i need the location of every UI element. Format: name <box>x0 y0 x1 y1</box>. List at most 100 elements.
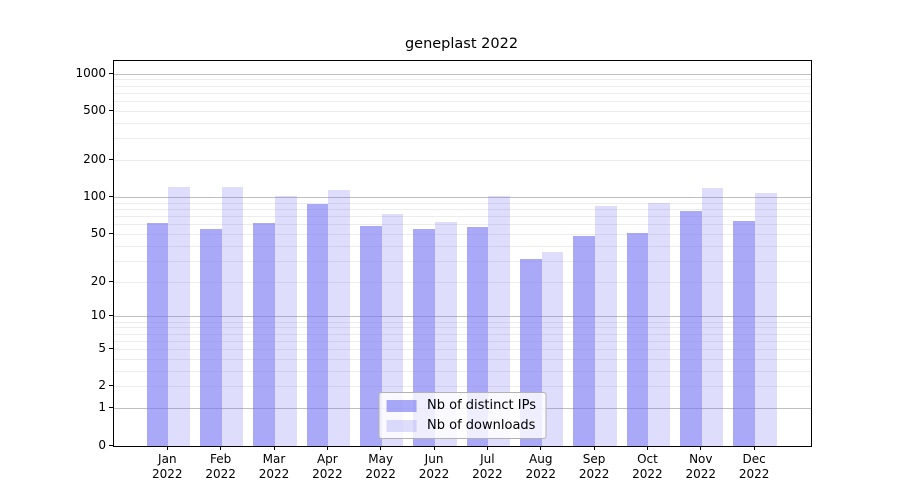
x-tick <box>593 446 595 450</box>
x-tick-year: 2022 <box>365 467 396 481</box>
gridline-minor <box>114 159 811 161</box>
x-tick-label-dec: Dec 2022 <box>722 452 786 482</box>
gridline-minor <box>114 85 811 87</box>
x-tick-month: Jan <box>158 452 177 466</box>
gridline-minor <box>114 327 811 329</box>
bar-downloads-mar <box>275 195 297 446</box>
gridline-minor <box>114 281 811 283</box>
gridline-major <box>114 316 811 318</box>
bar-downloads-jan <box>168 186 190 446</box>
y-tick <box>109 315 113 317</box>
x-tick-label-jul: Jul 2022 <box>455 452 519 482</box>
x-tick-label-may: May 2022 <box>349 452 413 482</box>
x-tick-year: 2022 <box>632 467 663 481</box>
x-tick-month: Jul <box>480 452 495 466</box>
x-tick <box>646 446 648 450</box>
x-tick <box>433 446 435 450</box>
plot-area: Nb of distinct IPs Nb of downloads <box>113 60 812 447</box>
y-tick-label: 50 <box>90 225 106 240</box>
bar-ips-jan <box>146 222 169 446</box>
y-tick <box>109 385 113 387</box>
bar-ips-feb <box>199 229 222 446</box>
x-tick-month: Mar <box>262 452 286 466</box>
y-tick-label: 1 <box>98 400 106 415</box>
legend-label: Nb of downloads <box>427 418 536 433</box>
chart-title: geneplast 2022 <box>404 36 519 52</box>
x-tick-month: Feb <box>210 452 232 466</box>
bar-ips-nov <box>680 211 702 446</box>
legend-label: Nb of distinct IPs <box>427 398 536 413</box>
gridline-minor <box>114 260 811 262</box>
x-tick <box>220 446 222 450</box>
y-tick-label: 0 <box>98 437 106 452</box>
bar-ips-jun <box>413 229 436 446</box>
gridline-minor <box>114 233 811 235</box>
gridline-minor <box>114 245 811 247</box>
gridline-minor <box>114 202 811 204</box>
gridline-minor <box>114 208 811 210</box>
x-tick <box>540 446 542 450</box>
x-tick-label-oct: Oct 2022 <box>615 452 679 482</box>
bar-downloads-apr <box>328 190 351 446</box>
gridline-major <box>114 197 811 199</box>
x-tick-label-nov: Nov 2022 <box>669 452 733 482</box>
bar-downloads-jun <box>435 222 457 446</box>
y-tick <box>109 280 113 282</box>
bar-downloads-dec <box>755 193 777 446</box>
x-tick-month: Sep <box>582 452 606 466</box>
x-tick <box>380 446 382 450</box>
y-tick <box>109 196 113 197</box>
x-tick <box>753 446 755 450</box>
bar-ips-may <box>360 226 382 446</box>
legend-swatch-downloads <box>386 419 417 432</box>
x-tick-label-mar: Mar 2022 <box>242 452 306 482</box>
y-tick-label: 5 <box>98 341 106 356</box>
x-tick-year: 2022 <box>205 467 236 481</box>
y-tick-label: 200 <box>83 151 106 166</box>
x-tick <box>486 446 488 450</box>
legend-item: Nb of downloads <box>386 418 536 433</box>
x-tick-month: Dec <box>742 452 766 466</box>
y-tick <box>109 232 113 234</box>
x-tick-month: Oct <box>637 452 658 466</box>
gridline-minor <box>114 100 811 102</box>
bar-downloads-jul <box>488 195 511 446</box>
x-tick <box>700 446 702 450</box>
y-tick-label: 1000 <box>75 65 106 80</box>
x-tick-label-sep: Sep 2022 <box>562 452 626 482</box>
gridline-minor <box>114 224 811 226</box>
x-tick-year: 2022 <box>685 467 717 481</box>
gridline-minor <box>114 92 811 94</box>
gridline-minor <box>114 386 811 388</box>
bar-downloads-feb <box>221 186 244 446</box>
gridline-minor <box>114 215 811 217</box>
gridline-minor <box>114 138 811 140</box>
gridline-minor <box>114 122 811 124</box>
x-tick-month: Jun <box>424 452 444 466</box>
x-tick-month: May <box>368 452 394 466</box>
x-tick-year: 2022 <box>418 467 450 481</box>
legend-item: Nb of distinct IPs <box>386 398 536 413</box>
gridline-minor <box>114 340 811 342</box>
y-tick-label: 20 <box>90 273 106 288</box>
bar-ips-oct <box>626 233 649 446</box>
y-tick <box>109 348 113 350</box>
x-tick-month: Nov <box>689 452 713 466</box>
bar-downloads-may <box>381 214 404 446</box>
x-tick-month: Apr <box>316 452 338 466</box>
x-tick <box>273 446 275 450</box>
x-tick-label-jan: Jan 2022 <box>135 452 199 482</box>
y-tick <box>109 109 113 111</box>
gridline-minor <box>114 79 811 81</box>
x-tick-year: 2022 <box>525 467 557 481</box>
gridline-minor <box>114 321 811 323</box>
x-tick-label-apr: Apr 2022 <box>295 452 359 482</box>
legend: Nb of distinct IPs Nb of downloads <box>378 392 547 439</box>
bar-downloads-sep <box>595 205 617 446</box>
bar-ips-mar <box>253 222 275 446</box>
bar-downloads-oct <box>648 203 671 446</box>
x-tick <box>166 446 168 450</box>
gridline-minor <box>114 370 811 372</box>
x-tick-year: 2022 <box>152 467 183 481</box>
